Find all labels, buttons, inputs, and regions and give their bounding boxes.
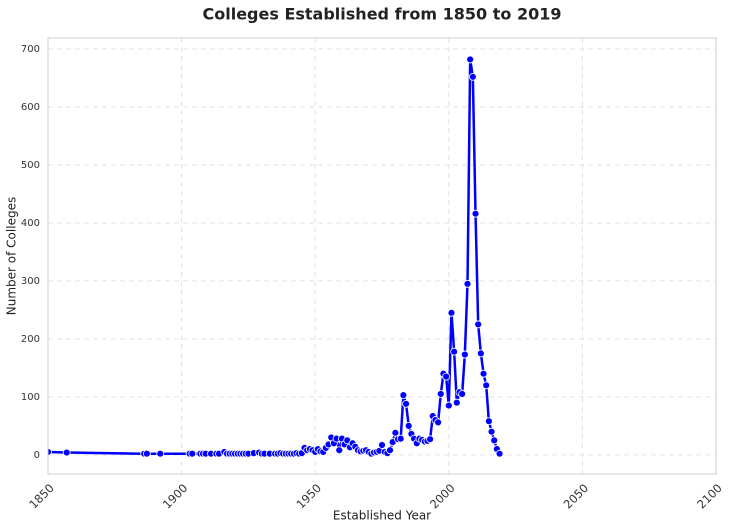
- data-point: [463, 279, 472, 288]
- data-point: [396, 434, 405, 443]
- data-point: [48, 448, 52, 456]
- data-point: [447, 308, 456, 317]
- y-tick-label: 600: [21, 102, 40, 113]
- data-point: [442, 372, 451, 381]
- data-point: [479, 369, 488, 378]
- data-point: [471, 209, 480, 218]
- y-tick-label: 200: [21, 334, 40, 345]
- data-point: [399, 391, 408, 400]
- x-axis-label: Established Year: [333, 509, 431, 523]
- y-tick-label: 300: [21, 276, 40, 287]
- chart-title: Colleges Established from 1850 to 2019: [203, 5, 562, 24]
- data-point: [434, 418, 443, 427]
- data-point: [436, 390, 445, 398]
- x-tick-label: 2000: [427, 481, 458, 512]
- x-tick-label: 1850: [26, 481, 57, 512]
- data-point: [156, 449, 165, 458]
- x-tick-label: 2100: [694, 481, 725, 512]
- data-point: [391, 428, 400, 437]
- data-point: [460, 350, 469, 359]
- data-point: [487, 427, 496, 436]
- y-tick-label: 500: [21, 160, 40, 171]
- x-tick-label: 1950: [293, 481, 324, 512]
- data-point: [378, 441, 386, 449]
- data-point: [404, 421, 413, 430]
- data-point: [402, 399, 410, 408]
- plot-frame: [47, 37, 717, 475]
- x-tick-label: 2050: [561, 481, 592, 512]
- y-tick-label: 700: [21, 44, 40, 55]
- data-point: [476, 349, 485, 358]
- data-line: [48, 58, 501, 455]
- y-tick-label: 100: [21, 392, 40, 403]
- data-point: [335, 446, 344, 455]
- plot: [48, 55, 504, 458]
- data-point: [444, 401, 453, 410]
- data-point: [62, 448, 71, 457]
- data-point: [466, 55, 475, 64]
- data-point: [490, 436, 499, 445]
- data-point: [426, 435, 434, 444]
- data-point: [450, 347, 459, 356]
- data-point: [484, 417, 493, 426]
- y-axis-label: Number of Colleges: [5, 197, 19, 315]
- y-tick-label: 400: [21, 218, 40, 229]
- data-point: [458, 390, 467, 398]
- data-point: [188, 449, 197, 458]
- data-point: [482, 381, 491, 390]
- data-point: [452, 398, 461, 407]
- data-point: [495, 449, 504, 458]
- x-tick-label: 1900: [160, 481, 191, 512]
- y-tick-label: 0: [34, 450, 40, 461]
- data-point: [474, 320, 483, 329]
- grid: [47, 38, 717, 474]
- data-point: [468, 72, 477, 81]
- data-point: [386, 446, 394, 455]
- data-point: [142, 449, 151, 458]
